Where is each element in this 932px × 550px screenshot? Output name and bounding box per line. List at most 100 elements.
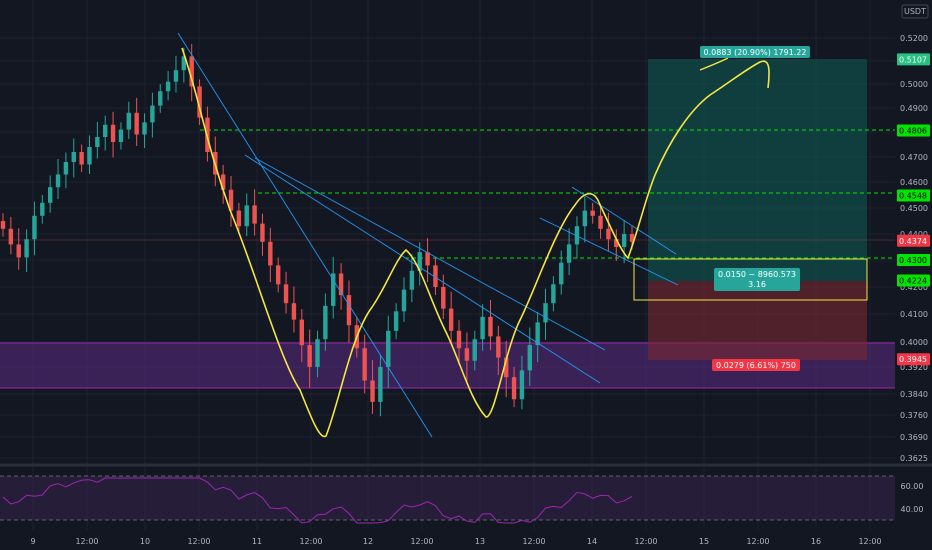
candle-body <box>24 239 29 258</box>
candle-body <box>425 252 430 266</box>
candle-body <box>488 316 493 337</box>
candle-body <box>142 122 147 135</box>
price-tag <box>897 189 930 202</box>
candle-body <box>472 339 477 361</box>
candle-body <box>448 308 454 331</box>
candle-body <box>32 215 37 240</box>
candle-body <box>535 322 540 346</box>
y-tick-label: 0.4100 <box>900 310 928 319</box>
x-tick-label: 12 <box>363 537 373 546</box>
candle-body <box>252 205 257 224</box>
candle-body <box>87 147 92 165</box>
candle-body <box>621 234 627 247</box>
stop-label-bg <box>712 359 800 371</box>
candle-body <box>275 265 281 285</box>
y-tick-label: 0.3625 <box>900 454 928 463</box>
candle-body <box>283 284 289 304</box>
candle-body <box>118 129 124 142</box>
candle-body <box>433 265 438 287</box>
rsi-band <box>0 476 895 520</box>
candle-body <box>511 377 517 400</box>
price-tag-label: 0.4806 <box>899 127 927 136</box>
candle-body <box>346 295 352 326</box>
y-tick-label: 0.5200 <box>900 34 928 43</box>
x-tick-label: 12:00 <box>858 537 881 546</box>
price-tag-label: 0.4300 <box>899 256 927 265</box>
candle-body <box>417 252 422 271</box>
candle-body <box>590 210 595 216</box>
candle-body <box>55 174 61 188</box>
candle-body <box>220 174 226 190</box>
price-tag <box>897 353 930 366</box>
candle-body <box>614 239 619 247</box>
entry-label-bg <box>714 268 800 291</box>
candle-body <box>103 124 108 137</box>
candle-body <box>110 124 116 142</box>
x-tick-label: 12:00 <box>634 537 657 546</box>
candle-body <box>338 273 344 296</box>
candle-body <box>228 189 234 211</box>
entry-box <box>633 258 868 301</box>
candle-body <box>0 221 6 229</box>
candle-body <box>8 228 14 245</box>
y-tick-label: 0.3840 <box>900 390 928 399</box>
currency-label: USDT <box>904 7 926 16</box>
y-tick-label: 0.4600 <box>900 178 928 187</box>
candle-body <box>598 215 603 229</box>
x-tick-label: 12:00 <box>746 537 769 546</box>
x-tick-label: 12:00 <box>522 537 545 546</box>
candle-body <box>16 244 21 258</box>
candle-body <box>158 91 163 106</box>
candle-body <box>606 228 611 240</box>
candle-body <box>150 105 155 123</box>
y-tick-label: 0.4900 <box>900 104 928 113</box>
trend-line-5 <box>539 217 679 286</box>
pattern-drawing-tail <box>699 57 729 71</box>
y-tick-label: 0.5000 <box>900 80 928 89</box>
currency-badge[interactable] <box>901 4 929 19</box>
candle-body <box>331 273 336 306</box>
time-axis[interactable]: 9 12:00 10 12:00 11 12:00 12 12:00 13 12:00 14 12:0… <box>30 537 881 546</box>
pattern-drawing <box>181 47 770 438</box>
candle-body <box>315 339 320 367</box>
price-tag-label: 0.5107 <box>899 55 927 64</box>
candle-body <box>47 187 53 203</box>
price-level-tags: 0.5107 0.4806 0.4548 0.4374 0.4300 0.4224 0.39… <box>897 53 930 366</box>
y-tick-label: 0.4700 <box>900 153 928 162</box>
x-tick-label: 12:00 <box>187 537 210 546</box>
target-label: 0.0883 (20.90%) 1791.22 <box>704 48 807 57</box>
candle-body <box>409 270 415 290</box>
price-tag-label: 0.4374 <box>899 237 927 246</box>
x-tick-label: 14 <box>587 537 597 546</box>
y-tick-label: 0.3690 <box>900 433 928 442</box>
candle-body <box>134 112 139 135</box>
candle-body <box>307 345 312 367</box>
y-tick-label: 0.3920 <box>900 363 928 372</box>
candle-body <box>165 81 171 92</box>
entry-label-line1: 0.0150 ~ 8960.573 <box>718 270 796 279</box>
trend-line-3 <box>254 157 606 351</box>
x-tick-label: 15 <box>699 537 709 546</box>
x-tick-label: 12:00 <box>75 537 98 546</box>
candle-body <box>519 370 525 400</box>
candle-body <box>559 262 564 285</box>
candle-body <box>181 56 187 71</box>
candle-body <box>71 152 76 162</box>
candle-body <box>323 305 328 340</box>
target-label-bg <box>700 46 810 58</box>
trend-line-2 <box>244 154 601 384</box>
candle-body <box>126 112 131 130</box>
candle-body <box>173 70 179 82</box>
candle-body <box>40 202 45 216</box>
candle-body <box>362 348 367 381</box>
y-tick-label: 0.3760 <box>900 411 928 420</box>
candle-body <box>79 152 84 165</box>
candle-body <box>566 244 572 263</box>
candle-body <box>236 210 242 227</box>
x-tick-label: 9 <box>30 537 35 546</box>
stop-label: 0.0279 (6.61%) 750 <box>716 361 796 370</box>
candle-body <box>386 330 391 367</box>
x-tick-label: 13 <box>475 537 485 546</box>
candle-body <box>95 137 100 147</box>
